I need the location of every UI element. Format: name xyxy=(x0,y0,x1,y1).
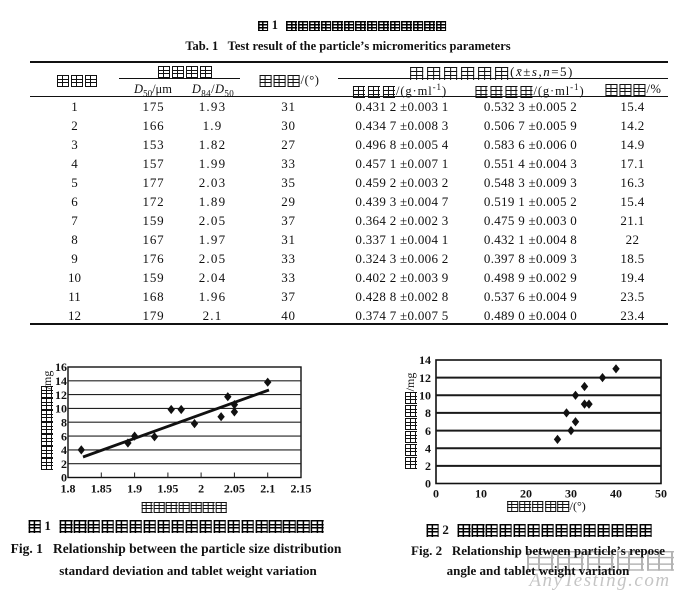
svg-text:2: 2 xyxy=(61,457,67,471)
svg-text:6: 6 xyxy=(425,424,431,438)
svg-text:14: 14 xyxy=(419,353,431,367)
svg-text:8: 8 xyxy=(425,406,431,420)
svg-text:8: 8 xyxy=(61,415,67,429)
svg-text:50: 50 xyxy=(655,487,667,501)
svg-text:16: 16 xyxy=(55,360,67,374)
svg-text:1.95: 1.95 xyxy=(157,482,178,496)
svg-text:30: 30 xyxy=(565,487,577,501)
svg-text:1.9: 1.9 xyxy=(127,482,142,496)
svg-text:1.85: 1.85 xyxy=(91,482,112,496)
svg-text:10: 10 xyxy=(55,402,67,416)
svg-text:2.1: 2.1 xyxy=(260,482,275,496)
svg-text:0: 0 xyxy=(433,487,439,501)
svg-text:4: 4 xyxy=(61,443,67,457)
svg-text:1.8: 1.8 xyxy=(61,482,76,496)
svg-text:10: 10 xyxy=(475,487,487,501)
svg-text:12: 12 xyxy=(55,388,67,402)
svg-text:2.05: 2.05 xyxy=(224,482,245,496)
svg-text:2.15: 2.15 xyxy=(291,482,312,496)
svg-text:0: 0 xyxy=(61,471,67,485)
svg-text:2: 2 xyxy=(425,459,431,473)
svg-text:0: 0 xyxy=(425,477,431,491)
svg-text:12: 12 xyxy=(419,371,431,385)
svg-text:4: 4 xyxy=(425,441,431,455)
svg-text:20: 20 xyxy=(520,487,532,501)
svg-text:10: 10 xyxy=(419,389,431,403)
svg-text:6: 6 xyxy=(61,429,67,443)
svg-text:2: 2 xyxy=(198,482,204,496)
svg-text:40: 40 xyxy=(610,487,622,501)
svg-text:14: 14 xyxy=(55,374,67,388)
